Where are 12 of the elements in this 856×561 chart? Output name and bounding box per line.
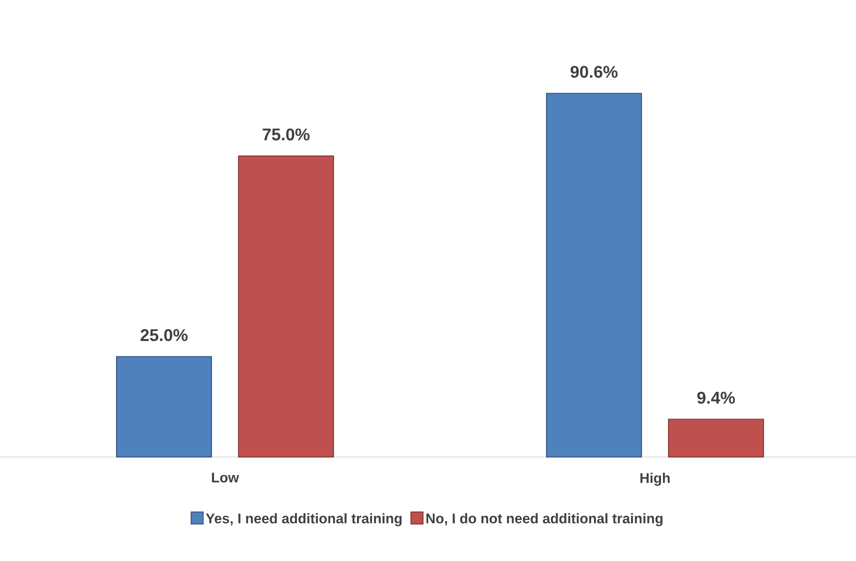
data-label: 9.4%	[697, 392, 735, 404]
data-label: 90.6%	[570, 66, 618, 78]
bar	[668, 418, 764, 458]
legend-label: Yes, I need additional training	[206, 513, 402, 526]
bar	[116, 356, 212, 458]
data-label: 75.0%	[262, 128, 310, 140]
bar	[238, 155, 334, 458]
bar	[546, 92, 642, 458]
x-tick-label: Low	[212, 472, 239, 482]
data-label: 25.0%	[140, 329, 188, 342]
x-tick-label: High	[640, 472, 670, 486]
legend-label: No, I do not need additional training	[426, 513, 662, 526]
